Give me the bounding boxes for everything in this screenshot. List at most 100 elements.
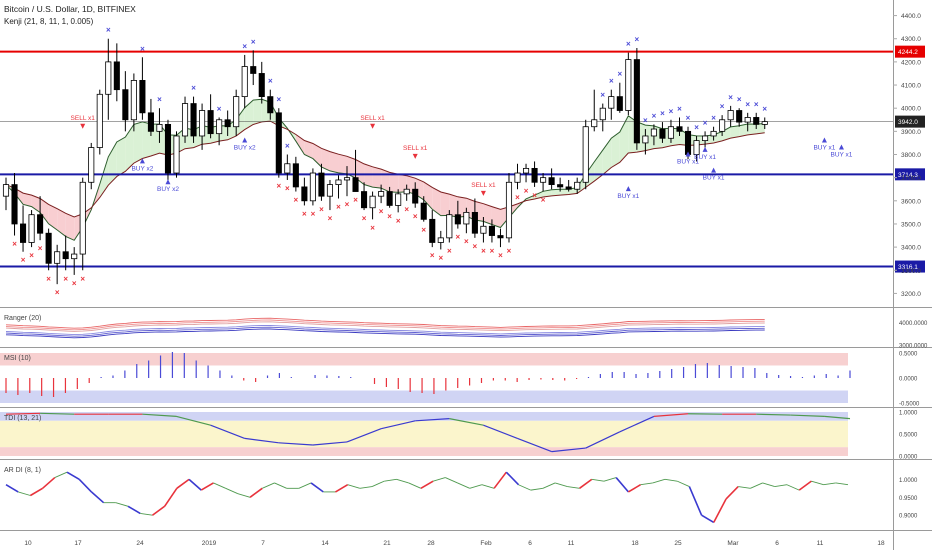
candle-body[interactable] bbox=[318, 172, 325, 197]
candle-body[interactable] bbox=[2, 184, 10, 197]
candle-body[interactable] bbox=[659, 128, 666, 139]
candle-body[interactable] bbox=[719, 119, 726, 132]
candle-body[interactable] bbox=[429, 218, 436, 243]
candle-body[interactable] bbox=[514, 172, 521, 183]
candle-body[interactable] bbox=[11, 184, 18, 225]
candle-body[interactable] bbox=[301, 186, 308, 202]
candle-body[interactable] bbox=[361, 191, 368, 209]
candle-body[interactable] bbox=[173, 135, 180, 174]
candle-body[interactable] bbox=[591, 119, 598, 128]
candle-body[interactable] bbox=[20, 223, 27, 243]
candle-body[interactable] bbox=[608, 96, 615, 109]
candle-body[interactable] bbox=[96, 93, 103, 148]
candle-body[interactable] bbox=[139, 80, 146, 114]
candle-body[interactable] bbox=[753, 117, 760, 125]
candle-body[interactable] bbox=[403, 188, 410, 195]
candle-body[interactable] bbox=[540, 177, 547, 183]
x-marker: × bbox=[404, 205, 409, 214]
candle-body[interactable] bbox=[471, 211, 478, 234]
candle-body[interactable] bbox=[79, 181, 86, 255]
candle-body[interactable] bbox=[326, 184, 334, 197]
candle-body[interactable] bbox=[122, 89, 129, 121]
candle-body[interactable] bbox=[369, 195, 376, 209]
candle-body[interactable] bbox=[241, 66, 248, 98]
candle-body[interactable] bbox=[565, 186, 572, 190]
kenji-cloud-segment bbox=[551, 189, 561, 196]
candle-body[interactable] bbox=[88, 147, 95, 183]
candle-body[interactable] bbox=[292, 163, 299, 188]
candle-body[interactable] bbox=[284, 163, 291, 174]
candle-body[interactable] bbox=[684, 130, 692, 155]
candle-body[interactable] bbox=[446, 214, 453, 239]
candle-body[interactable] bbox=[702, 135, 709, 142]
tdi-tick-label: 0.5000 bbox=[899, 433, 918, 439]
msi-pane[interactable]: MSI (10) bbox=[0, 352, 851, 403]
candle-body[interactable] bbox=[147, 112, 154, 132]
candle-body[interactable] bbox=[625, 59, 632, 111]
candle-body[interactable] bbox=[250, 66, 257, 74]
candle-body[interactable] bbox=[727, 110, 734, 121]
candle-body[interactable] bbox=[267, 96, 274, 114]
candle-body[interactable] bbox=[224, 119, 231, 128]
candle-body[interactable] bbox=[693, 140, 700, 155]
candle-body[interactable] bbox=[164, 124, 172, 174]
candle-body[interactable] bbox=[233, 96, 240, 128]
candle-body[interactable] bbox=[437, 237, 444, 243]
candle-body[interactable] bbox=[190, 103, 197, 137]
candle-body[interactable] bbox=[207, 110, 214, 135]
candle-body[interactable] bbox=[113, 61, 120, 91]
candle-body[interactable] bbox=[650, 128, 657, 137]
candle-body[interactable] bbox=[574, 181, 581, 190]
candle-body[interactable] bbox=[557, 184, 564, 188]
candle-body[interactable] bbox=[676, 126, 683, 132]
candle-body[interactable] bbox=[54, 251, 61, 264]
candle-body[interactable] bbox=[343, 177, 351, 181]
candle-body[interactable] bbox=[736, 110, 743, 123]
candle-body[interactable] bbox=[335, 179, 342, 186]
candle-body[interactable] bbox=[412, 188, 419, 204]
candle-body[interactable] bbox=[181, 103, 189, 137]
candle-body[interactable] bbox=[761, 121, 768, 125]
candle-body[interactable] bbox=[531, 167, 538, 183]
price-pane[interactable]: 4244.23714.33316.13942.0××××××××××××××××… bbox=[0, 26, 925, 297]
candle-body[interactable] bbox=[710, 130, 717, 137]
candle-body[interactable] bbox=[463, 211, 470, 225]
candle-body[interactable] bbox=[667, 126, 675, 139]
candle-body[interactable] bbox=[378, 191, 385, 197]
candle-body[interactable] bbox=[480, 225, 487, 234]
candle-body[interactable] bbox=[62, 251, 69, 260]
tdi-pane[interactable]: TDI (13, 21) bbox=[0, 412, 851, 456]
candle-body[interactable] bbox=[505, 181, 513, 239]
candle-body[interactable] bbox=[45, 232, 52, 264]
candle-body[interactable] bbox=[454, 214, 461, 225]
time-tick-label: 6 bbox=[528, 540, 532, 547]
candle-body[interactable] bbox=[599, 107, 606, 121]
candle-body[interactable] bbox=[497, 235, 504, 239]
candle-body[interactable] bbox=[105, 61, 112, 95]
candle-body[interactable] bbox=[616, 96, 623, 111]
candle-body[interactable] bbox=[548, 177, 555, 185]
candle-body[interactable] bbox=[71, 253, 78, 260]
ranger-pane[interactable]: Ranger (20) bbox=[4, 315, 765, 339]
candle-body[interactable] bbox=[633, 59, 640, 144]
candle-body[interactable] bbox=[582, 126, 589, 183]
candle-body[interactable] bbox=[352, 177, 359, 192]
candle-body[interactable] bbox=[744, 117, 751, 123]
candle-body[interactable] bbox=[275, 112, 282, 174]
candle-body[interactable] bbox=[488, 225, 495, 236]
candle-body[interactable] bbox=[642, 135, 649, 144]
candle-body[interactable] bbox=[420, 202, 427, 220]
candle-body[interactable] bbox=[130, 80, 137, 121]
candle-body[interactable] bbox=[28, 214, 35, 243]
candle-body[interactable] bbox=[216, 119, 223, 135]
candle-body[interactable] bbox=[395, 193, 402, 206]
ardi-pane[interactable]: AR DI (8, 1) bbox=[4, 467, 849, 524]
candle-body[interactable] bbox=[522, 167, 530, 174]
candle-body[interactable] bbox=[37, 214, 44, 234]
candle-body[interactable] bbox=[258, 73, 265, 98]
candle-body[interactable] bbox=[386, 191, 393, 206]
candle-body[interactable] bbox=[156, 124, 163, 132]
x-marker: × bbox=[55, 288, 60, 297]
candle-body[interactable] bbox=[199, 110, 206, 137]
candle-body[interactable] bbox=[309, 172, 316, 202]
